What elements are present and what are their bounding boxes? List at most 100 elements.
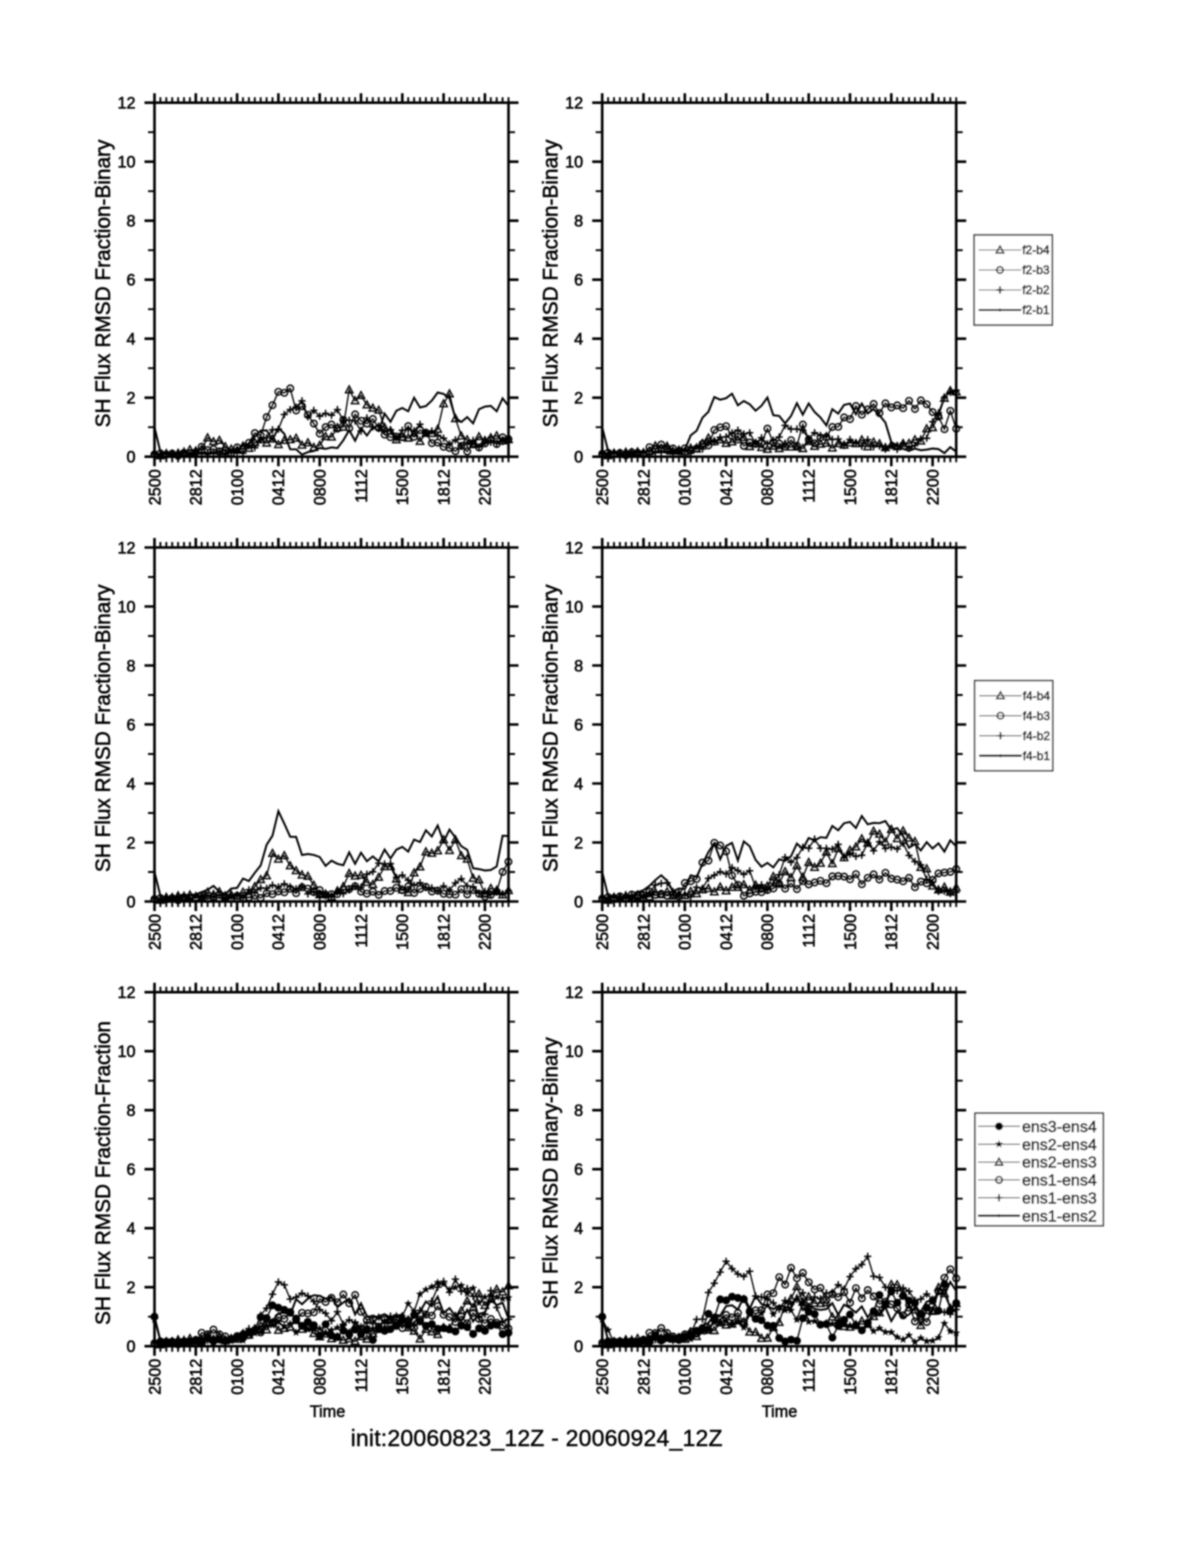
svg-text:0800: 0800 bbox=[759, 469, 777, 505]
svg-text:1500: 1500 bbox=[842, 914, 860, 950]
svg-text:0100: 0100 bbox=[229, 914, 247, 950]
svg-text:SH Flux RMSD Fraction-Binary: SH Flux RMSD Fraction-Binary bbox=[92, 139, 115, 427]
svg-text:2812: 2812 bbox=[635, 469, 653, 505]
svg-text:4: 4 bbox=[126, 775, 135, 793]
svg-text:6: 6 bbox=[126, 272, 135, 290]
svg-text:4: 4 bbox=[126, 1220, 135, 1238]
svg-text:ens3-ens4: ens3-ens4 bbox=[1022, 1119, 1097, 1136]
svg-text:2200: 2200 bbox=[477, 1359, 495, 1395]
svg-text:2500: 2500 bbox=[146, 914, 164, 950]
svg-text:ens1-ens3: ens1-ens3 bbox=[1022, 1190, 1097, 1207]
svg-text:0800: 0800 bbox=[312, 1359, 330, 1395]
svg-text:2: 2 bbox=[126, 1279, 135, 1297]
svg-text:1500: 1500 bbox=[842, 469, 860, 505]
svg-text:SH Flux RMSD Fraction-Binary: SH Flux RMSD Fraction-Binary bbox=[540, 584, 563, 872]
svg-text:4: 4 bbox=[574, 775, 583, 793]
svg-text:6: 6 bbox=[126, 1161, 135, 1179]
svg-text:2200: 2200 bbox=[477, 914, 495, 950]
svg-text:ens1-ens2: ens1-ens2 bbox=[1022, 1208, 1097, 1225]
svg-text:1812: 1812 bbox=[435, 914, 453, 950]
svg-text:0100: 0100 bbox=[677, 469, 695, 505]
svg-text:1812: 1812 bbox=[883, 914, 901, 950]
svg-text:8: 8 bbox=[126, 657, 135, 675]
svg-text:2: 2 bbox=[574, 834, 583, 852]
svg-text:8: 8 bbox=[574, 1102, 583, 1120]
svg-text:Time: Time bbox=[762, 1403, 798, 1421]
svg-text:12: 12 bbox=[565, 95, 583, 113]
svg-text:0412: 0412 bbox=[270, 914, 288, 950]
svg-text:6: 6 bbox=[126, 716, 135, 734]
svg-text:6: 6 bbox=[574, 1161, 583, 1179]
svg-text:1500: 1500 bbox=[394, 1359, 412, 1395]
svg-text:2812: 2812 bbox=[188, 469, 206, 505]
svg-text:1112: 1112 bbox=[353, 1359, 371, 1393]
svg-text:10: 10 bbox=[117, 598, 135, 616]
svg-text:2: 2 bbox=[126, 390, 135, 408]
svg-text:4: 4 bbox=[574, 331, 583, 349]
svg-text:1812: 1812 bbox=[435, 1359, 453, 1395]
svg-text:1112: 1112 bbox=[801, 914, 819, 948]
svg-text:2200: 2200 bbox=[924, 1359, 942, 1395]
svg-text:4: 4 bbox=[574, 1220, 583, 1238]
svg-text:12: 12 bbox=[117, 539, 135, 557]
svg-text:2812: 2812 bbox=[635, 1359, 653, 1395]
svg-text:0: 0 bbox=[126, 449, 135, 467]
svg-text:SH Flux RMSD Binary-Binary: SH Flux RMSD Binary-Binary bbox=[540, 1037, 563, 1309]
svg-text:10: 10 bbox=[117, 1043, 135, 1061]
svg-text:0800: 0800 bbox=[312, 914, 330, 950]
svg-text:SH Flux RMSD Fraction-Fraction: SH Flux RMSD Fraction-Fraction bbox=[92, 1021, 115, 1325]
svg-text:0412: 0412 bbox=[270, 469, 288, 505]
svg-text:2: 2 bbox=[574, 1279, 583, 1297]
svg-text:1812: 1812 bbox=[883, 1359, 901, 1395]
svg-text:f4-b2: f4-b2 bbox=[1023, 729, 1051, 743]
svg-text:10: 10 bbox=[117, 154, 135, 172]
svg-text:1112: 1112 bbox=[801, 469, 819, 503]
svg-text:0100: 0100 bbox=[229, 469, 247, 505]
svg-text:0800: 0800 bbox=[759, 914, 777, 950]
svg-text:8: 8 bbox=[126, 213, 135, 231]
svg-text:f2-b2: f2-b2 bbox=[1022, 283, 1050, 297]
svg-text:12: 12 bbox=[117, 984, 135, 1002]
svg-text:2500: 2500 bbox=[146, 1359, 164, 1395]
svg-text:1112: 1112 bbox=[353, 914, 371, 948]
svg-text:8: 8 bbox=[574, 213, 583, 231]
svg-text:f2-b4: f2-b4 bbox=[1022, 243, 1050, 257]
svg-text:10: 10 bbox=[565, 598, 583, 616]
svg-text:0: 0 bbox=[574, 893, 583, 911]
svg-text:0412: 0412 bbox=[270, 1359, 288, 1395]
svg-text:8: 8 bbox=[126, 1102, 135, 1120]
svg-text:0800: 0800 bbox=[312, 469, 330, 505]
svg-text:2812: 2812 bbox=[188, 1359, 206, 1395]
svg-text:0: 0 bbox=[574, 449, 583, 467]
svg-text:1112: 1112 bbox=[353, 469, 371, 503]
svg-text:0412: 0412 bbox=[718, 469, 736, 505]
svg-text:0: 0 bbox=[574, 1338, 583, 1356]
svg-text:1500: 1500 bbox=[394, 914, 412, 950]
svg-text:1812: 1812 bbox=[883, 469, 901, 505]
svg-text:4: 4 bbox=[126, 331, 135, 349]
svg-text:2500: 2500 bbox=[594, 914, 612, 950]
svg-text:2: 2 bbox=[126, 834, 135, 852]
svg-text:ens1-ens4: ens1-ens4 bbox=[1022, 1173, 1097, 1190]
svg-text:0412: 0412 bbox=[718, 914, 736, 950]
svg-text:0100: 0100 bbox=[229, 1359, 247, 1395]
svg-text:2200: 2200 bbox=[924, 914, 942, 950]
svg-text:SH Flux RMSD Fraction-Binary: SH Flux RMSD Fraction-Binary bbox=[540, 139, 563, 427]
svg-text:f4-b3: f4-b3 bbox=[1023, 709, 1051, 723]
svg-text:1500: 1500 bbox=[394, 469, 412, 505]
svg-text:2812: 2812 bbox=[635, 914, 653, 950]
svg-text:1112: 1112 bbox=[801, 1359, 819, 1393]
svg-text:ens2-ens3: ens2-ens3 bbox=[1022, 1155, 1097, 1172]
svg-text:0: 0 bbox=[126, 1338, 135, 1356]
svg-text:0: 0 bbox=[126, 893, 135, 911]
svg-text:12: 12 bbox=[117, 95, 135, 113]
svg-text:8: 8 bbox=[574, 657, 583, 675]
svg-text:12: 12 bbox=[565, 539, 583, 557]
svg-text:Time: Time bbox=[310, 1403, 346, 1421]
svg-text:2: 2 bbox=[574, 390, 583, 408]
svg-text:ens2-ens4: ens2-ens4 bbox=[1022, 1137, 1097, 1154]
svg-text:0800: 0800 bbox=[759, 1359, 777, 1395]
svg-text:2200: 2200 bbox=[924, 469, 942, 505]
svg-text:f2-b1: f2-b1 bbox=[1022, 303, 1050, 317]
svg-text:2500: 2500 bbox=[594, 1359, 612, 1395]
